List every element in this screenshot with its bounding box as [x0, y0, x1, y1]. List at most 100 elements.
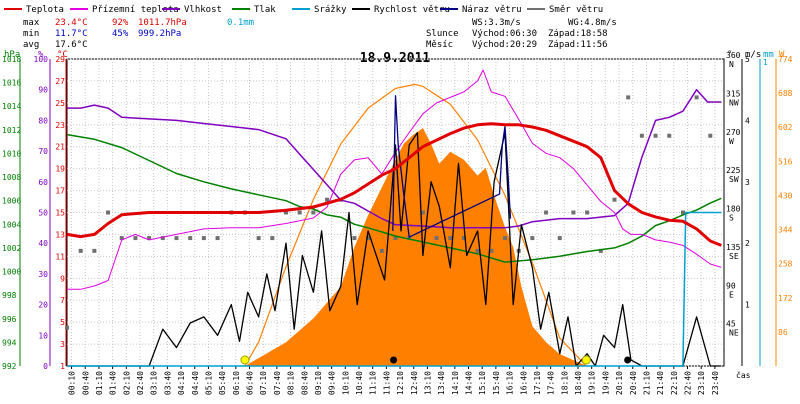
x-tick-label-21: 10:40	[355, 371, 364, 395]
pressure-tick-0: 1018	[2, 55, 21, 64]
solar-tick-2: 602	[778, 123, 793, 132]
humidity-tick-9: 10	[38, 331, 48, 340]
wind-direction-point-8	[174, 236, 179, 241]
pressure-tick-10: 998	[2, 291, 17, 300]
rain-tick-0: 1	[763, 58, 768, 67]
x-tick-label-41: 20:40	[629, 371, 638, 395]
pressure-tick-9: 1000	[2, 268, 21, 277]
moonrise-marker	[624, 356, 632, 364]
pressure-tick-1: 1016	[2, 79, 21, 88]
x-tick-label-16: 08:10	[287, 371, 296, 395]
chart-title: 18.9.2011	[360, 51, 431, 66]
x-tick-label-15: 07:40	[273, 371, 282, 395]
x-tick-label-6: 03:10	[150, 371, 159, 395]
humidity-tick-2: 80	[38, 116, 48, 125]
direction-dir-5: SE	[729, 252, 739, 261]
wind-direction-point-32	[503, 236, 507, 241]
wind-direction-point-19	[325, 197, 330, 202]
stats-max-rain: 0.1mm	[227, 18, 254, 28]
x-tick-label-40: 20:10	[615, 371, 624, 395]
x-tick-label-35: 17:40	[547, 371, 556, 395]
direction-tick-7: 45	[726, 320, 736, 329]
wind-direction-point-35	[544, 210, 549, 215]
temperature-tick-8: 13	[55, 230, 65, 239]
x-tick-label-22: 11:10	[369, 371, 378, 395]
wind-direction-point-16	[284, 210, 288, 215]
stats-avg-temp: 17.6°C	[55, 40, 88, 50]
temperature-tick-10: 9	[60, 274, 65, 283]
x-tick-label-30: 15:10	[478, 371, 487, 395]
wind-direction-point-47	[708, 133, 713, 138]
direction-dir-0: N	[729, 60, 734, 69]
sun-path-line	[244, 83, 587, 367]
x-tick-label-4: 02:10	[122, 371, 131, 395]
wind-direction-point-38	[585, 210, 590, 215]
humidity-tick-5: 50	[38, 209, 48, 218]
wind-direction-point-5	[133, 236, 138, 241]
series-line-teplota	[66, 122, 722, 247]
pressure-tick-11: 996	[2, 315, 17, 324]
wind-direction-point-2	[92, 248, 97, 253]
x-tick-label-23: 11:40	[382, 371, 391, 395]
temperature-tick-11: 7	[60, 296, 65, 305]
solar-tick-6: 258	[778, 260, 793, 269]
axis-lines	[19, 59, 777, 366]
wind-direction-point-18	[311, 210, 316, 215]
pressure-tick-4: 1010	[2, 149, 21, 158]
wind-direction-point-27	[434, 236, 439, 241]
wind-direction-point-17	[297, 210, 302, 215]
axis-units: hPa % °C ° m/s mm W	[4, 50, 785, 60]
x-tick-label-44: 22:10	[670, 371, 679, 395]
x-axis-label: čas	[736, 370, 751, 380]
humidity-unit: %	[38, 50, 44, 60]
stats-max-label: max	[23, 18, 40, 28]
wind-direction-point-11	[215, 236, 220, 241]
x-tick-label-12: 06:10	[232, 371, 241, 395]
wind-direction-point-44	[667, 133, 672, 138]
moon-label: Měsíc	[426, 40, 453, 50]
direction-dir-4: S	[729, 214, 734, 223]
temperature-tick-12: 5	[60, 318, 65, 327]
pressure-tick-12: 994	[2, 338, 17, 347]
series-line-přízemní-teplota	[67, 69, 722, 290]
wind-direction-point-29	[461, 236, 466, 241]
wind-direction-point-6	[147, 236, 152, 241]
wind-direction-point-14	[256, 236, 261, 241]
temperature-tick-14: 1	[60, 362, 65, 371]
wind-direction-point-40	[612, 197, 617, 202]
x-tick-label-37: 18:40	[574, 371, 583, 395]
temperature-tick-7: 15	[55, 209, 65, 218]
wind-direction-point-4	[119, 236, 124, 241]
x-tick-label-47: 23:40	[711, 371, 720, 395]
sunrise-marker	[240, 355, 250, 365]
legend: Teplota Přízemní teplota Vlhkost Tlak Srážky…	[4, 5, 603, 15]
wind-direction-point-24	[393, 236, 398, 241]
x-tick-label-14: 07:10	[259, 371, 268, 395]
humidity-tick-10: 0	[43, 362, 48, 371]
stats-max-temp: 23.4°C	[55, 18, 88, 28]
series-line-rychlost-větru	[67, 132, 722, 367]
wind-tick-1: 4	[745, 116, 750, 125]
temperature-tick-3: 23	[55, 121, 65, 130]
legend-label-6: Náraz větru	[462, 5, 522, 15]
temperature-tick-0: 29	[55, 55, 65, 64]
x-tick-label-25: 12:40	[410, 371, 419, 395]
wind-direction-point-28	[448, 236, 453, 241]
wind-direction-point-1	[78, 248, 83, 253]
x-tick-label-34: 17:10	[533, 371, 542, 395]
temperature-unit: °C	[57, 50, 68, 60]
wind-direction-point-46	[694, 95, 699, 100]
humidity-tick-3: 70	[38, 147, 48, 156]
x-tick-label-17: 08:40	[300, 371, 309, 395]
legend-label-1: Přízemní teplota	[92, 5, 179, 15]
stats-max-hum: 92%	[112, 18, 129, 28]
direction-tick-1: 315	[726, 89, 741, 98]
pressure-tick-13: 992	[2, 362, 17, 371]
stats-min-press: 999.2hPa	[138, 29, 181, 39]
humidity-tick-7: 30	[38, 270, 48, 279]
pressure-tick-5: 1008	[2, 173, 21, 182]
humidity-tick-1: 90	[38, 86, 48, 95]
plot-layer	[65, 69, 722, 367]
series-line-tlak	[66, 133, 722, 263]
